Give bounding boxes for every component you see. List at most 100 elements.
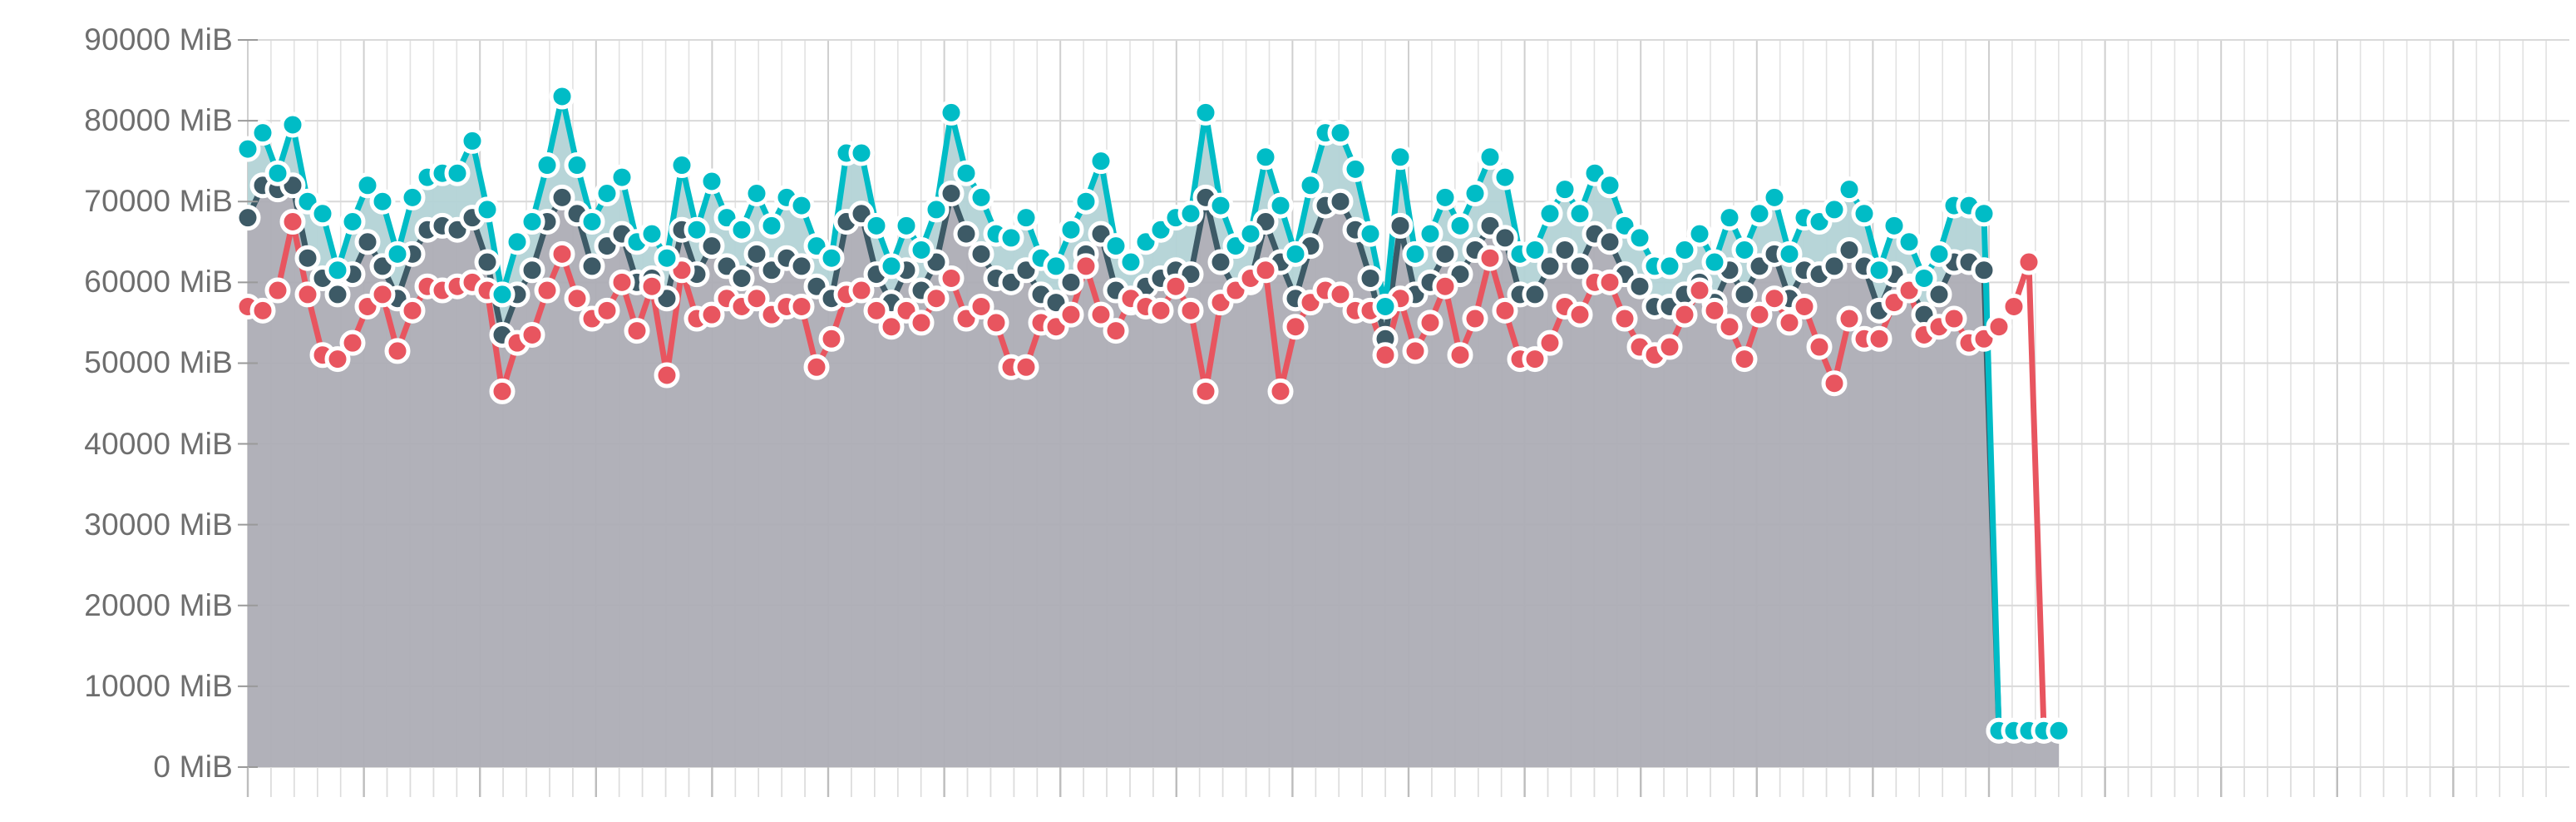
data-point-marker bbox=[369, 188, 396, 215]
data-point-marker bbox=[459, 127, 486, 154]
data-point-marker bbox=[1073, 253, 1099, 280]
data-point-marker bbox=[743, 240, 770, 267]
y-axis-tick-label: 40000 MiB bbox=[84, 426, 233, 461]
data-point-marker bbox=[1073, 188, 1099, 215]
data-point-marker bbox=[354, 229, 381, 255]
data-point-marker bbox=[1567, 201, 1593, 227]
data-point-marker bbox=[698, 301, 725, 328]
data-point-marker bbox=[1327, 188, 1354, 215]
y-axis-labels: 0 MiB 10000 MiB 20000 MiB 30000 MiB 40000 Mi… bbox=[0, 0, 233, 822]
data-point-marker bbox=[743, 285, 770, 312]
data-point-marker bbox=[1387, 212, 1414, 239]
data-point-marker bbox=[788, 253, 815, 280]
data-point-marker bbox=[758, 212, 785, 239]
data-point-marker bbox=[968, 184, 994, 210]
data-point-marker bbox=[1177, 297, 1204, 324]
data-point-marker bbox=[938, 265, 965, 291]
data-point-marker bbox=[1372, 342, 1399, 369]
data-point-marker bbox=[1552, 236, 1578, 263]
data-point-marker bbox=[1357, 265, 1384, 291]
data-point-marker bbox=[863, 297, 890, 324]
data-point-marker bbox=[354, 172, 381, 199]
data-point-marker bbox=[1896, 229, 1922, 255]
data-point-marker bbox=[1297, 172, 1324, 199]
data-point-marker bbox=[1596, 269, 1623, 295]
data-point-marker bbox=[474, 196, 501, 223]
data-point-marker bbox=[1941, 305, 1967, 332]
data-point-marker bbox=[654, 362, 680, 389]
data-point-marker bbox=[579, 209, 605, 235]
data-point-marker bbox=[1192, 378, 1219, 404]
data-point-marker bbox=[2016, 249, 2042, 275]
data-point-marker bbox=[788, 192, 815, 219]
data-point-marker bbox=[234, 136, 261, 162]
data-point-marker bbox=[1492, 225, 1518, 251]
data-point-marker bbox=[1477, 245, 1503, 271]
data-point-marker bbox=[1552, 176, 1578, 203]
y-axis-tick-label: 0 MiB bbox=[153, 750, 233, 784]
data-point-marker bbox=[863, 212, 890, 239]
data-point-marker bbox=[923, 196, 950, 223]
data-point-marker bbox=[1432, 240, 1458, 267]
data-point-marker bbox=[1671, 301, 1698, 328]
data-point-marker bbox=[1656, 334, 1683, 360]
max-band-fill bbox=[248, 96, 2059, 731]
data-point-marker bbox=[279, 209, 306, 235]
data-point-marker bbox=[2046, 717, 2072, 744]
data-point-marker bbox=[1522, 236, 1548, 263]
data-point-marker bbox=[1177, 201, 1204, 227]
data-point-marker bbox=[848, 140, 875, 166]
data-point-marker bbox=[1522, 281, 1548, 308]
data-point-marker bbox=[1776, 240, 1803, 267]
data-point-marker bbox=[444, 160, 471, 186]
data-point-marker bbox=[1866, 257, 1893, 284]
data-point-marker bbox=[1836, 176, 1863, 203]
data-point-marker bbox=[1686, 220, 1713, 247]
data-point-marker bbox=[399, 297, 426, 324]
data-point-marker bbox=[1791, 293, 1818, 319]
data-point-marker bbox=[624, 318, 650, 344]
data-point-marker bbox=[1986, 314, 2012, 340]
data-point-marker bbox=[1103, 318, 1129, 344]
max-markers bbox=[234, 83, 2072, 744]
data-point-marker bbox=[1327, 281, 1354, 308]
data-point-marker bbox=[1821, 370, 1848, 397]
data-point-marker bbox=[1731, 346, 1758, 373]
data-point-marker bbox=[369, 281, 396, 308]
y-axis-tick-label: 90000 MiB bbox=[84, 22, 233, 57]
data-point-marker bbox=[609, 164, 635, 191]
data-point-marker bbox=[983, 309, 1009, 336]
data-point-marker bbox=[669, 152, 695, 179]
data-point-marker bbox=[878, 253, 905, 280]
y-axis-tick-label: 60000 MiB bbox=[84, 265, 233, 300]
data-point-marker bbox=[249, 120, 276, 146]
y-axis-tick-label: 20000 MiB bbox=[84, 587, 233, 622]
data-point-marker bbox=[923, 285, 950, 312]
data-point-marker bbox=[788, 293, 815, 319]
data-point-marker bbox=[743, 181, 770, 207]
y-axis-tick-label: 50000 MiB bbox=[84, 345, 233, 380]
data-point-marker bbox=[728, 216, 755, 243]
data-point-marker bbox=[384, 240, 411, 267]
data-point-marker bbox=[1761, 184, 1788, 210]
data-point-marker bbox=[654, 245, 680, 271]
data-point-marker bbox=[1402, 338, 1429, 364]
y-axis-tick-label: 70000 MiB bbox=[84, 184, 233, 219]
data-point-marker bbox=[1821, 253, 1848, 280]
data-point-marker bbox=[938, 99, 965, 126]
data-point-marker bbox=[294, 245, 321, 271]
data-point-marker bbox=[489, 378, 516, 404]
data-point-marker bbox=[534, 277, 560, 304]
data-point-marker bbox=[1342, 156, 1369, 182]
data-point-marker bbox=[1192, 99, 1219, 126]
data-point-marker bbox=[968, 240, 994, 267]
data-point-marker bbox=[1207, 249, 1234, 275]
data-point-marker bbox=[609, 269, 635, 295]
data-point-marker bbox=[1372, 293, 1399, 319]
data-point-marker bbox=[683, 216, 710, 243]
data-point-marker bbox=[639, 273, 665, 300]
data-point-marker bbox=[1237, 220, 1264, 247]
data-point-marker bbox=[1836, 305, 1863, 332]
